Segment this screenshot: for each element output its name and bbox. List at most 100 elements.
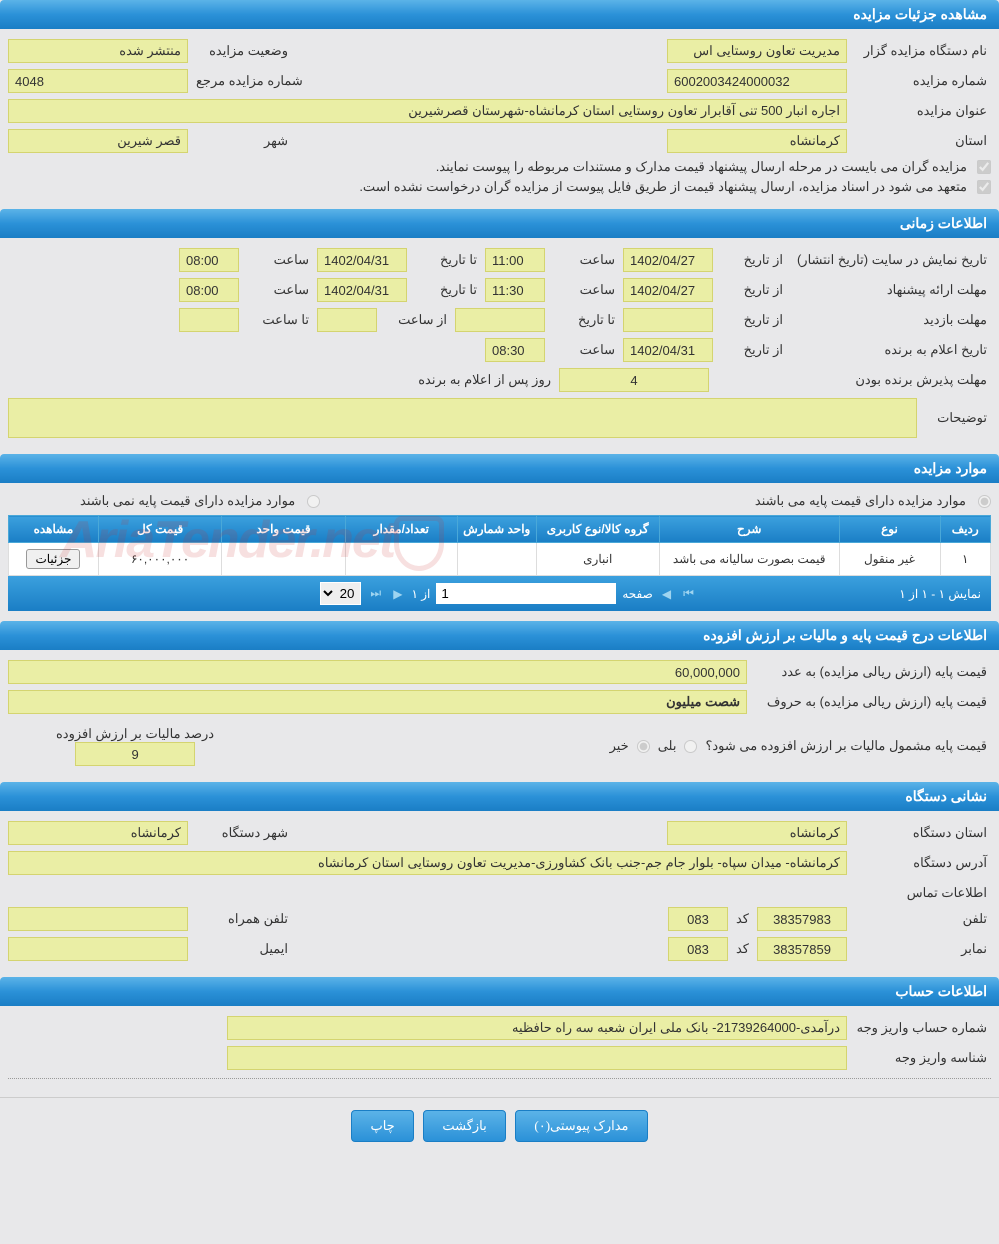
desc-value bbox=[8, 398, 917, 438]
pager-page-input[interactable] bbox=[436, 583, 616, 604]
to-date-label-3: تا تاریخ bbox=[549, 312, 619, 328]
vat-no-label: خیر bbox=[606, 738, 633, 754]
th-qty: تعداد/مقدار bbox=[345, 516, 457, 543]
accept-label: مهلت پذیرش برنده بودن bbox=[791, 372, 991, 388]
fax-value: 38357859 bbox=[757, 937, 847, 961]
title-label: عنوان مزایده bbox=[851, 103, 991, 119]
fax-code-value: 083 bbox=[668, 937, 728, 961]
section-items-body: موارد مزایده دارای قیمت پایه می باشند مو… bbox=[0, 483, 999, 621]
phone-label: تلفن bbox=[851, 911, 991, 927]
ref-label: شماره مزایده مرجع bbox=[192, 73, 307, 89]
pager-last-icon[interactable]: ⏭ bbox=[367, 586, 384, 601]
phone-value: 38357983 bbox=[757, 907, 847, 931]
radio2-text: موارد مزایده دارای قیمت پایه نمی باشند bbox=[76, 493, 299, 509]
city-label: شهر bbox=[192, 133, 292, 149]
section-account-body: شماره حساب واریز وجه درآمدی-21739264000-… bbox=[0, 1006, 999, 1097]
action-bar: مدارک پیوستی(۰) بازگشت چاپ bbox=[0, 1097, 999, 1154]
hour-label-4: ساعت bbox=[243, 282, 313, 298]
offer-from-hour: 11:30 bbox=[485, 278, 545, 302]
accept-suffix: روز پس از اعلام به برنده bbox=[414, 372, 555, 388]
pager-size-select[interactable]: 20 bbox=[320, 582, 361, 605]
hour-label-2: ساعت bbox=[243, 252, 313, 268]
offer-to-date: 1402/04/31 bbox=[317, 278, 407, 302]
accid-value bbox=[227, 1046, 847, 1070]
publish-label: تاریخ نمایش در سایت (تاریخ انتشار) bbox=[791, 252, 991, 268]
status-label: وضعیت مزایده bbox=[192, 43, 292, 59]
cell-qty bbox=[345, 543, 457, 576]
section-price-header: اطلاعات درج قیمت پایه و مالیات بر ارزش ا… bbox=[0, 621, 999, 650]
addr-city-value: کرمانشاه bbox=[8, 821, 188, 845]
province-value: کرمانشاه bbox=[667, 129, 847, 153]
cell-view: جزئیات bbox=[9, 543, 99, 576]
vat-yes-label: بلی bbox=[654, 738, 681, 754]
contact-label: اطلاعات تماس bbox=[851, 885, 991, 901]
cell-total_price: ۶۰,۰۰۰,۰۰۰ bbox=[98, 543, 221, 576]
radio-no-base bbox=[307, 495, 320, 508]
number-label: شماره مزایده bbox=[851, 73, 991, 89]
radio-has-base bbox=[978, 495, 991, 508]
offer-from-date: 1402/04/27 bbox=[623, 278, 713, 302]
from-date-label-4: از تاریخ bbox=[717, 342, 787, 358]
addr-value: کرمانشاه- میدان سپاه- بلوار جام جم-جنب ب… bbox=[8, 851, 847, 875]
attachments-button[interactable]: مدارک پیوستی(۰) bbox=[515, 1110, 647, 1142]
addr-city-label: شهر دستگاه bbox=[192, 825, 292, 841]
publish-to-date: 1402/04/31 bbox=[317, 248, 407, 272]
accept-value: 4 bbox=[559, 368, 709, 392]
status-value: منتشر شده bbox=[8, 39, 188, 63]
number-value: 6002003424000032 bbox=[667, 69, 847, 93]
th-view: مشاهده bbox=[9, 516, 99, 543]
vat-q-label: قیمت پایه مشمول مالیات بر ارزش افزوده می… bbox=[701, 738, 991, 754]
visit-from-date bbox=[623, 308, 713, 332]
section-price-body: قیمت پایه (ارزش ریالی مزایده) به عدد 60,… bbox=[0, 650, 999, 782]
section-details-header: مشاهده جزئیات مزایده bbox=[0, 0, 999, 29]
from-hour-label: از ساعت bbox=[381, 312, 451, 328]
pager-next-icon[interactable]: ▶ bbox=[390, 587, 405, 601]
cell-type: غیر منقول bbox=[839, 543, 940, 576]
publish-to-hour: 08:00 bbox=[179, 248, 239, 272]
to-hour-label: تا ساعت bbox=[243, 312, 313, 328]
th-total-price: قیمت کل bbox=[98, 516, 221, 543]
radio1-text: موارد مزایده دارای قیمت پایه می باشند bbox=[751, 493, 970, 509]
base-num-label: قیمت پایه (ارزش ریالی مزایده) به عدد bbox=[751, 664, 991, 680]
print-button[interactable]: چاپ bbox=[351, 1110, 413, 1142]
vat-no-radio bbox=[637, 740, 650, 753]
acc-label: شماره حساب واریز وجه bbox=[851, 1020, 991, 1036]
pager-prev-icon[interactable]: ◀ bbox=[659, 587, 674, 601]
details-button[interactable]: جزئیات bbox=[26, 549, 80, 569]
mobile-label: تلفن همراه bbox=[192, 911, 292, 927]
th-unit-price: قیمت واحد bbox=[222, 516, 345, 543]
offer-label: مهلت ارائه پیشنهاد bbox=[791, 282, 991, 298]
publish-from-date: 1402/04/27 bbox=[623, 248, 713, 272]
visit-from-hour bbox=[317, 308, 377, 332]
th-desc: شرح bbox=[659, 516, 839, 543]
addr-label: آدرس دستگاه bbox=[851, 855, 991, 871]
mobile-value bbox=[8, 907, 188, 931]
section-address-body: استان دستگاه کرمانشاه شهر دستگاه کرمانشا… bbox=[0, 811, 999, 977]
back-button[interactable]: بازگشت bbox=[423, 1110, 505, 1142]
pager-display: نمایش ۱ - ۱ از ۱ bbox=[899, 587, 981, 601]
addr-province-value: کرمانشاه bbox=[667, 821, 847, 845]
publish-from-hour: 11:00 bbox=[485, 248, 545, 272]
cell-desc: قیمت بصورت سالیانه می باشد bbox=[659, 543, 839, 576]
th-unit: واحد شمارش bbox=[457, 516, 536, 543]
visit-to-date bbox=[455, 308, 545, 332]
cell-row: ۱ bbox=[940, 543, 991, 576]
th-group: گروه کالا/نوع کاربری bbox=[536, 516, 659, 543]
items-table: ردیف نوع شرح گروه کالا/نوع کاربری واحد ش… bbox=[8, 515, 991, 576]
base-num-value: 60,000,000 bbox=[8, 660, 747, 684]
pager-bar: نمایش ۱ - ۱ از ۱ ⏮ ◀ صفحه از ۱ ▶ ⏭ 20 bbox=[8, 576, 991, 611]
section-details-body: نام دستگاه مزایده گزار مدیریت تعاون روست… bbox=[0, 29, 999, 209]
fax-code-label: کد bbox=[732, 941, 753, 957]
table-row: ۱غیر منقولقیمت بصورت سالیانه می باشدانبا… bbox=[9, 543, 991, 576]
email-value bbox=[8, 937, 188, 961]
section-time-header: اطلاعات زمانی bbox=[0, 209, 999, 238]
title-value: اجاره انبار 500 تنی آقابرار تعاون روستای… bbox=[8, 99, 847, 123]
section-items-header: موارد مزایده bbox=[0, 454, 999, 483]
acc-value: درآمدی-21739264000- بانک ملی ایران شعبه … bbox=[227, 1016, 847, 1040]
vat-pct-label: درصد مالیات بر ارزش افزوده bbox=[52, 726, 218, 742]
accid-label: شناسه واریز وجه bbox=[851, 1050, 991, 1066]
vat-yes-radio bbox=[684, 740, 697, 753]
pager-first-icon[interactable]: ⏮ bbox=[680, 586, 697, 601]
section-time-body: تاریخ نمایش در سایت (تاریخ انتشار) از تا… bbox=[0, 238, 999, 454]
pager-of-label: از ۱ bbox=[411, 587, 430, 601]
